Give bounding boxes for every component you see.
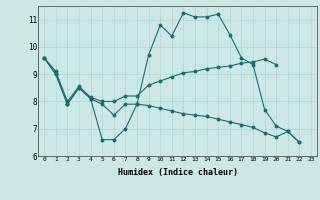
X-axis label: Humidex (Indice chaleur): Humidex (Indice chaleur) [118,168,238,177]
